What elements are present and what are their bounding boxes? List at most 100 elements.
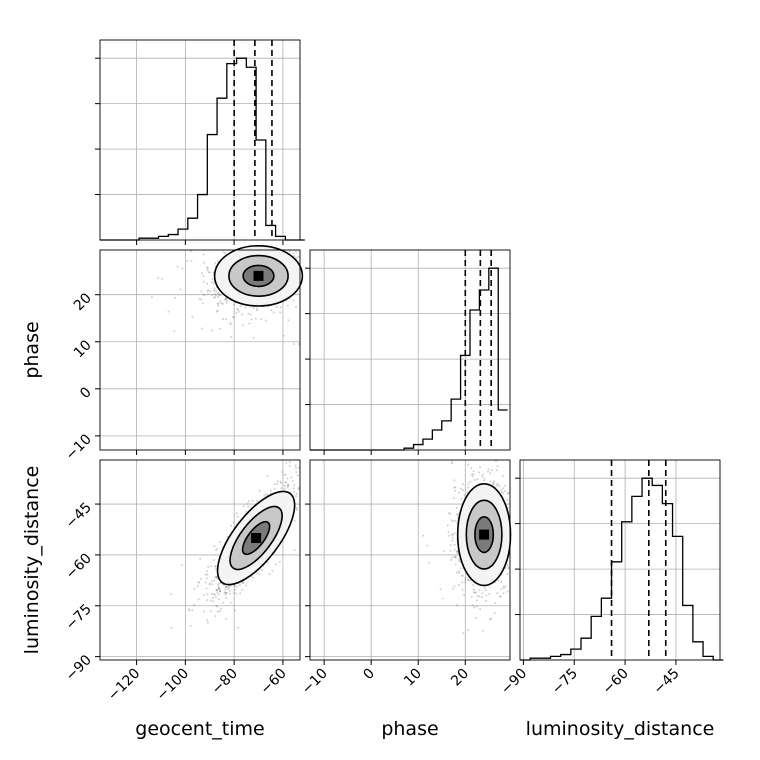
density-peak bbox=[253, 270, 264, 281]
sample-point bbox=[451, 536, 454, 539]
y-axis-label-luminosity-distance: luminosity_distance bbox=[21, 466, 43, 655]
sample-point bbox=[150, 296, 153, 298]
sample-point bbox=[206, 619, 209, 622]
sample-point bbox=[476, 478, 479, 481]
sample-point bbox=[457, 491, 460, 494]
sample-point bbox=[196, 585, 199, 588]
sample-point bbox=[295, 306, 297, 308]
sample-point bbox=[471, 604, 474, 607]
sample-point bbox=[214, 576, 216, 579]
sample-point bbox=[241, 581, 244, 584]
sample-point bbox=[205, 581, 207, 584]
sample-point bbox=[500, 580, 503, 583]
sample-point bbox=[461, 581, 464, 584]
sample-point bbox=[490, 469, 493, 471]
sample-point bbox=[275, 305, 278, 308]
sample-point bbox=[232, 303, 235, 306]
sample-point bbox=[506, 563, 509, 566]
sample-point bbox=[463, 593, 466, 596]
sample-point bbox=[217, 302, 220, 305]
sample-point bbox=[493, 612, 496, 615]
sample-point bbox=[459, 487, 462, 490]
sample-point bbox=[271, 569, 274, 572]
sample-point bbox=[174, 296, 177, 299]
sample-point bbox=[219, 541, 222, 543]
sample-point bbox=[502, 587, 505, 590]
sample-point bbox=[288, 250, 291, 253]
sample-point bbox=[214, 262, 217, 265]
sample-point bbox=[454, 486, 457, 489]
sample-point bbox=[239, 305, 242, 307]
sample-point bbox=[279, 306, 282, 309]
sample-point bbox=[292, 487, 295, 490]
sample-point bbox=[506, 572, 509, 575]
sample-point bbox=[256, 500, 258, 503]
sample-point bbox=[483, 477, 486, 480]
sample-point bbox=[210, 281, 213, 284]
sample-point bbox=[222, 601, 224, 604]
sample-point bbox=[483, 586, 486, 589]
sample-point bbox=[225, 302, 228, 305]
sample-point bbox=[209, 271, 212, 274]
sample-point bbox=[191, 608, 194, 611]
sample-point bbox=[453, 548, 456, 551]
sample-point bbox=[233, 609, 236, 612]
sample-point bbox=[179, 288, 182, 291]
sample-point bbox=[450, 533, 453, 536]
sample-point bbox=[476, 595, 479, 597]
sample-point bbox=[208, 582, 211, 585]
sample-point bbox=[201, 272, 203, 275]
sample-point bbox=[449, 549, 452, 552]
panel-frame-luminosity_distance bbox=[519, 459, 721, 661]
sample-point bbox=[293, 255, 296, 258]
sample-point bbox=[203, 594, 206, 597]
sample-point bbox=[219, 300, 222, 303]
sample-point bbox=[506, 498, 509, 501]
sample-point bbox=[280, 487, 283, 490]
sample-point bbox=[214, 568, 217, 571]
sample-point bbox=[495, 469, 498, 472]
sample-point bbox=[496, 483, 499, 485]
sample-point bbox=[213, 282, 215, 285]
x-tick-label-geocent_time: −120 bbox=[105, 666, 144, 705]
sample-point bbox=[200, 577, 203, 580]
sample-point bbox=[499, 595, 502, 598]
sample-point bbox=[218, 590, 221, 593]
sample-point bbox=[225, 300, 228, 303]
sample-point bbox=[218, 293, 220, 296]
sample-point bbox=[241, 313, 244, 316]
sample-point bbox=[453, 556, 456, 558]
y-tick-label-phase: 20 bbox=[71, 290, 95, 314]
sample-point bbox=[266, 561, 269, 564]
sample-point bbox=[236, 515, 239, 518]
sample-point bbox=[268, 573, 271, 575]
sample-point bbox=[472, 470, 475, 473]
sample-point bbox=[217, 304, 220, 307]
sample-point bbox=[496, 465, 499, 468]
sample-point bbox=[450, 556, 453, 559]
sample-point bbox=[213, 293, 216, 296]
sample-point bbox=[199, 558, 202, 560]
sample-point bbox=[260, 318, 262, 321]
sample-point bbox=[213, 296, 215, 299]
sample-point bbox=[167, 310, 170, 313]
sample-point bbox=[214, 615, 217, 618]
x-axis-label-luminosity-distance: luminosity_distance bbox=[526, 718, 715, 740]
sample-point bbox=[207, 289, 210, 292]
sample-point bbox=[467, 482, 470, 485]
sample-point bbox=[284, 481, 287, 484]
x-tick-label-phase: 10 bbox=[401, 666, 425, 690]
sample-point bbox=[448, 534, 451, 537]
sample-point bbox=[206, 573, 209, 576]
sample-point bbox=[504, 585, 507, 588]
sample-point bbox=[219, 327, 222, 330]
sample-point bbox=[475, 599, 478, 602]
sample-point bbox=[456, 513, 459, 516]
sample-point bbox=[497, 579, 500, 582]
sample-point bbox=[193, 603, 196, 606]
sample-point bbox=[507, 566, 510, 569]
sample-point bbox=[224, 591, 227, 594]
sample-point bbox=[462, 483, 464, 486]
sample-point bbox=[454, 563, 457, 566]
